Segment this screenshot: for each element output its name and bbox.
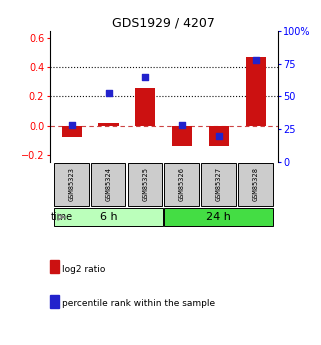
Point (253, 57, 258, 62)
FancyBboxPatch shape (164, 163, 199, 206)
Point (179, 122, 185, 128)
Text: GSM85327: GSM85327 (216, 167, 222, 201)
Title: GDS1929 / 4207: GDS1929 / 4207 (112, 17, 215, 30)
FancyBboxPatch shape (164, 208, 273, 226)
Bar (172, 126, 192, 146)
Point (69, 122, 74, 128)
Bar (135, 88, 155, 126)
FancyBboxPatch shape (54, 163, 89, 206)
Point (216, 133, 221, 138)
Point (106, 90, 111, 95)
FancyBboxPatch shape (91, 163, 126, 206)
Text: 24 h: 24 h (206, 212, 231, 222)
FancyBboxPatch shape (201, 163, 236, 206)
Text: GSM85324: GSM85324 (106, 167, 112, 201)
Text: GSM85325: GSM85325 (142, 167, 148, 201)
Text: log2 ratio: log2 ratio (62, 265, 105, 274)
Text: percentile rank within the sample: percentile rank within the sample (62, 299, 215, 308)
Point (143, 74, 148, 80)
Text: time: time (50, 212, 73, 222)
Text: GSM85328: GSM85328 (253, 167, 259, 201)
Bar (99, 122, 119, 126)
Text: 6 h: 6 h (100, 212, 117, 222)
FancyBboxPatch shape (54, 208, 163, 226)
Text: GSM85323: GSM85323 (69, 167, 75, 201)
FancyBboxPatch shape (128, 163, 162, 206)
Bar (246, 57, 266, 126)
Text: GSM85326: GSM85326 (179, 167, 185, 201)
Bar (209, 126, 229, 146)
FancyBboxPatch shape (238, 163, 273, 206)
Bar (62, 126, 82, 137)
